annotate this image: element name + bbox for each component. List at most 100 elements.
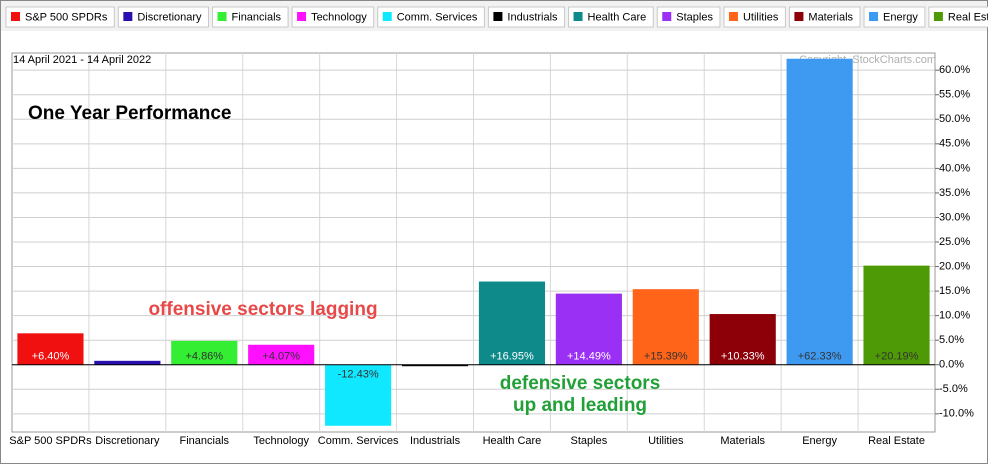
legend-label: Utilities [743,11,779,23]
legend-swatch [382,12,392,21]
value-label: -12.43% [338,369,379,381]
bar [248,344,315,365]
legend-swatch [662,12,672,21]
legend-item: Materials [788,6,861,28]
annotation: offensive sectors lagging [148,299,377,320]
value-label: +10.33% [721,351,765,363]
bar [555,293,622,365]
legend-label: Materials [808,11,853,23]
legend-swatch [11,12,20,21]
bar [325,364,392,426]
bar [478,281,546,365]
bar [863,265,930,365]
legend-label: Health Care [588,11,647,23]
legend-item: S&P 500 SPDRs [5,6,115,28]
x-tick-label: Health Care [483,435,542,447]
y-tick-label: 15.0% [939,285,970,297]
legend-swatch [123,12,133,21]
legend-box [656,6,721,28]
legend-box [568,6,654,28]
y-tick-label: 30.0% [939,211,970,223]
legend-item: Financials [212,6,289,28]
bar [786,58,853,365]
legend-label: Staples [676,11,713,23]
legend-label: Real Estate [948,11,988,23]
legend-box [788,6,861,28]
y-tick-label: 45.0% [939,138,970,150]
legend-box [212,6,289,28]
y-tick-label: 55.0% [939,89,970,101]
y-tick-label: 60.0% [939,64,970,76]
legend-label: Discretionary [137,11,202,23]
value-label: +16.95% [490,351,534,363]
value-label: +62.33% [798,351,842,363]
legend-item: Technology [291,6,375,28]
x-tick-label: Staples [571,435,608,447]
annotation: defensive sectors [500,373,661,394]
y-tick-label: 25.0% [939,236,970,248]
bar [709,314,776,365]
x-tick-label: Financials [180,435,230,447]
y-tick-label: -10.0% [939,408,974,420]
legend-box [377,6,485,28]
x-tick-label: Energy [802,435,837,447]
bar [632,289,699,365]
bar [94,360,161,365]
x-tick-label: S&P 500 SPDRs [9,435,92,447]
legend-item: Energy [863,6,926,28]
y-tick-label: 10.0% [939,310,970,322]
value-label: +4.86% [185,351,223,363]
legend-swatch [728,12,738,21]
x-tick-label: Technology [253,435,309,447]
legend-box [5,6,115,28]
legend-box [723,6,786,28]
annotation: up and leading [513,395,647,416]
legend-label: Industrials [507,11,558,23]
y-tick-label: 20.0% [939,260,970,272]
legend-item: Comm. Services [377,6,485,28]
legend-box [863,6,926,28]
x-tick-label: Materials [720,435,765,447]
value-label: +4.07% [262,351,300,363]
legend-swatch [794,12,804,21]
x-tick-label: Discretionary [95,435,160,447]
legend-swatch [869,12,879,21]
legend-box [291,6,375,28]
x-tick-label: Comm. Services [318,435,399,447]
chart-title: One Year Performance [28,103,231,124]
legend-swatch [217,12,227,21]
y-tick-label: 0.0% [939,359,964,371]
bar [17,333,84,365]
subtitle: 14 April 2021 - 14 April 2022 [13,54,151,66]
y-tick-label: 50.0% [939,113,970,125]
value-label: +15.39% [644,351,688,363]
legend-item: Industrials [487,6,566,28]
y-tick-label: 35.0% [939,187,970,199]
value-label: +14.49% [567,351,611,363]
y-tick-label: 40.0% [939,162,970,174]
y-tick-label: -5.0% [939,383,968,395]
x-tick-label: Utilities [648,435,684,447]
value-label: +20.19% [875,351,919,363]
bar [171,340,238,365]
legend-label: S&P 500 SPDRs [25,11,108,23]
legend-item: Utilities [723,6,786,28]
legend-label: Energy [883,11,918,23]
legend-box [928,6,988,28]
legend-label: Technology [311,11,367,23]
legend-box [117,6,210,28]
legend-label: Comm. Services [397,11,478,23]
legend-label: Financials [232,11,282,23]
legend-item: Real Estate [928,6,988,28]
x-tick-label: Industrials [410,435,461,447]
legend-item: Staples [656,6,721,28]
x-tick-label: Real Estate [868,435,925,447]
legend-swatch [297,12,307,21]
legend-swatch [493,12,503,21]
y-tick-label: 5.0% [939,334,964,346]
legend-item: Discretionary [117,6,210,28]
value-label: +6.40% [32,351,70,363]
legend-swatch [933,12,943,21]
bar [401,364,469,367]
